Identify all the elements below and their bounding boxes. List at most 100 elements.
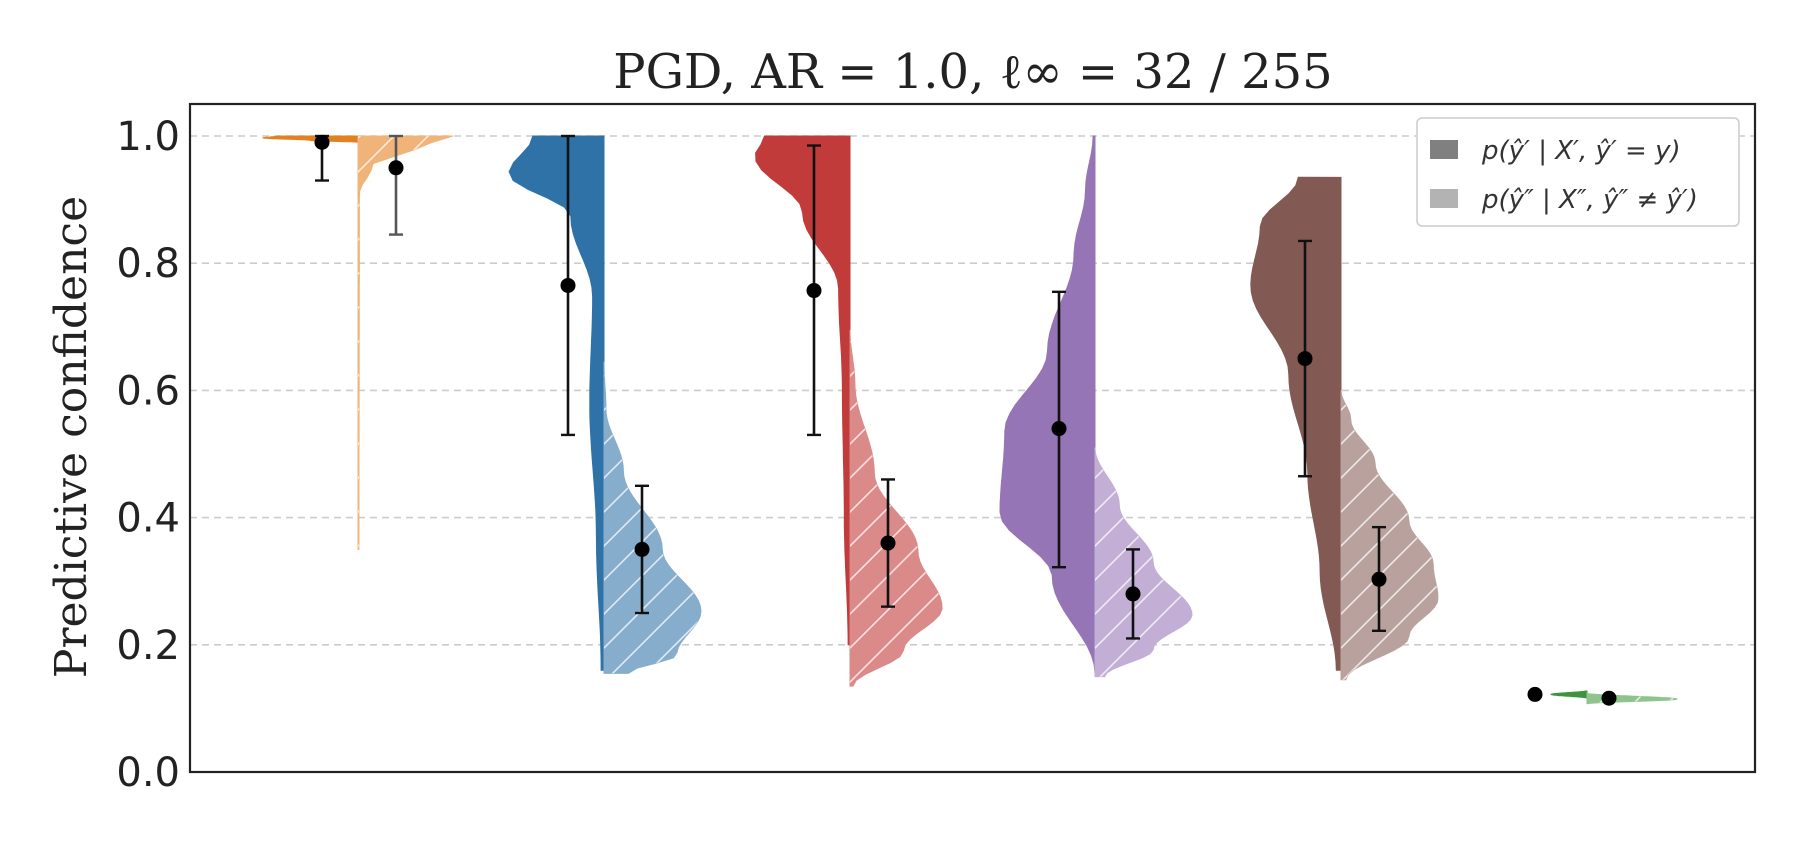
hatch-line <box>1095 447 1192 677</box>
hatch-line <box>850 329 943 687</box>
hatch-line <box>802 90 1502 790</box>
hatch-line <box>850 329 943 687</box>
hatch-line <box>358 136 453 550</box>
hatch-line <box>850 329 865 687</box>
hatch-line <box>850 329 943 687</box>
hatch-line <box>604 361 701 674</box>
hatch-line <box>358 136 453 550</box>
hatch-line <box>604 361 701 674</box>
mean-marker <box>1601 690 1617 706</box>
hatch-line <box>385 136 453 550</box>
hatch-line <box>604 361 701 674</box>
hatch-line <box>130 90 830 790</box>
chart-title: PGD, AR = 1.0, ℓ∞ = 32 / 255 <box>613 44 1332 100</box>
y-tick-label: 0.4 <box>116 496 180 542</box>
hatch-line <box>794 90 1494 790</box>
violin-left-half <box>262 135 359 144</box>
hatch-line <box>1095 447 1192 677</box>
hatch-line <box>358 136 453 550</box>
hatch-line <box>631 361 701 674</box>
y-ticks: 0.0 0.2 0.4 0.6 0.8 1.0 <box>116 114 180 796</box>
mean-marker <box>1051 421 1067 437</box>
y-tick-label: 0.6 <box>116 368 180 414</box>
hatch-line <box>850 329 943 687</box>
y-tick-label: 0.8 <box>116 241 180 287</box>
hatch-line <box>621 90 1321 790</box>
hatch-line <box>375 90 1075 790</box>
hatch-line <box>850 329 943 687</box>
hatch-line <box>850 329 943 687</box>
legend-swatch <box>1430 189 1458 208</box>
hatch-line <box>1095 447 1110 677</box>
mean-marker <box>880 535 896 551</box>
violin-right-half <box>1094 447 1193 678</box>
mean-marker <box>314 134 330 150</box>
hatch-line <box>604 361 701 674</box>
hatch-line <box>1777 90 1799 790</box>
hatch-line <box>604 361 701 674</box>
y-axis-label: Predictive confidence <box>46 196 97 678</box>
legend-label: p(ŷ″ | X″, ŷ″ ≠ ŷ′) <box>1481 185 1698 215</box>
hatch-line <box>1095 447 1192 677</box>
hatch-line <box>1754 90 1799 790</box>
hatch-line <box>556 90 1256 790</box>
legend: p(ŷ′ | X′, ŷ′ = y) p(ŷ″ | X″, ŷ″ ≠ ŷ′) <box>1416 117 1740 227</box>
hatch-line <box>1743 90 1799 790</box>
hatch-line <box>624 90 1324 790</box>
grid-lines <box>190 135 1755 646</box>
y-tick-label: 0.0 <box>116 750 180 796</box>
violin-right-half <box>603 361 702 674</box>
mean-marker <box>1297 351 1313 367</box>
violin-left-half <box>1550 690 1588 699</box>
hatch-line <box>1788 90 1799 790</box>
hatch-line <box>1341 390 1438 680</box>
hatch-line <box>604 361 701 674</box>
violin-left-half <box>508 135 605 671</box>
violin-right-half <box>849 329 943 687</box>
hatch-line <box>358 136 453 550</box>
mean-marker <box>388 160 404 176</box>
legend-label: p(ŷ′ | X′, ŷ′ = y) <box>1481 136 1681 166</box>
mean-marker <box>560 277 576 293</box>
hatch-line <box>1095 447 1192 677</box>
violin-left-half <box>755 135 851 646</box>
hatch-line <box>1095 447 1192 677</box>
mean-marker <box>1371 571 1387 587</box>
plot-frame <box>188 102 1757 774</box>
hatch-line <box>768 90 1468 790</box>
hatch-line <box>604 361 701 674</box>
violin-right-half <box>1340 390 1439 681</box>
hatch-line <box>358 136 453 550</box>
mean-marker <box>1125 586 1141 602</box>
hatch-line <box>850 329 943 687</box>
hatch-line <box>522 90 1222 790</box>
hatch-line <box>604 361 701 674</box>
hatch-line <box>1341 390 1438 680</box>
hatch-line <box>1762 90 1799 790</box>
hatch-line <box>850 329 943 687</box>
hatch-line <box>850 329 943 687</box>
hatch-line <box>850 329 943 687</box>
mean-marker <box>1527 686 1543 702</box>
hatch-line <box>850 329 943 687</box>
hatch-line <box>358 136 453 550</box>
hatch-line <box>1095 447 1192 677</box>
hatch-line <box>1735 90 1799 790</box>
hatch-line <box>1769 90 1799 790</box>
violin-right-half <box>357 135 454 550</box>
mean-marker <box>634 541 650 557</box>
hatch-line <box>1785 90 1799 790</box>
hatch-line <box>358 136 453 550</box>
y-tick-label: 0.2 <box>116 623 180 669</box>
mean-marker <box>806 283 822 299</box>
hatch-line <box>1095 447 1192 677</box>
hatch-line <box>604 361 701 674</box>
hatch-line <box>590 90 1290 790</box>
hatch-line <box>604 361 701 674</box>
hatch-line <box>850 329 943 687</box>
violin-left-half <box>1250 176 1342 671</box>
violin-left-half <box>999 135 1096 674</box>
legend-swatch <box>1430 140 1458 159</box>
